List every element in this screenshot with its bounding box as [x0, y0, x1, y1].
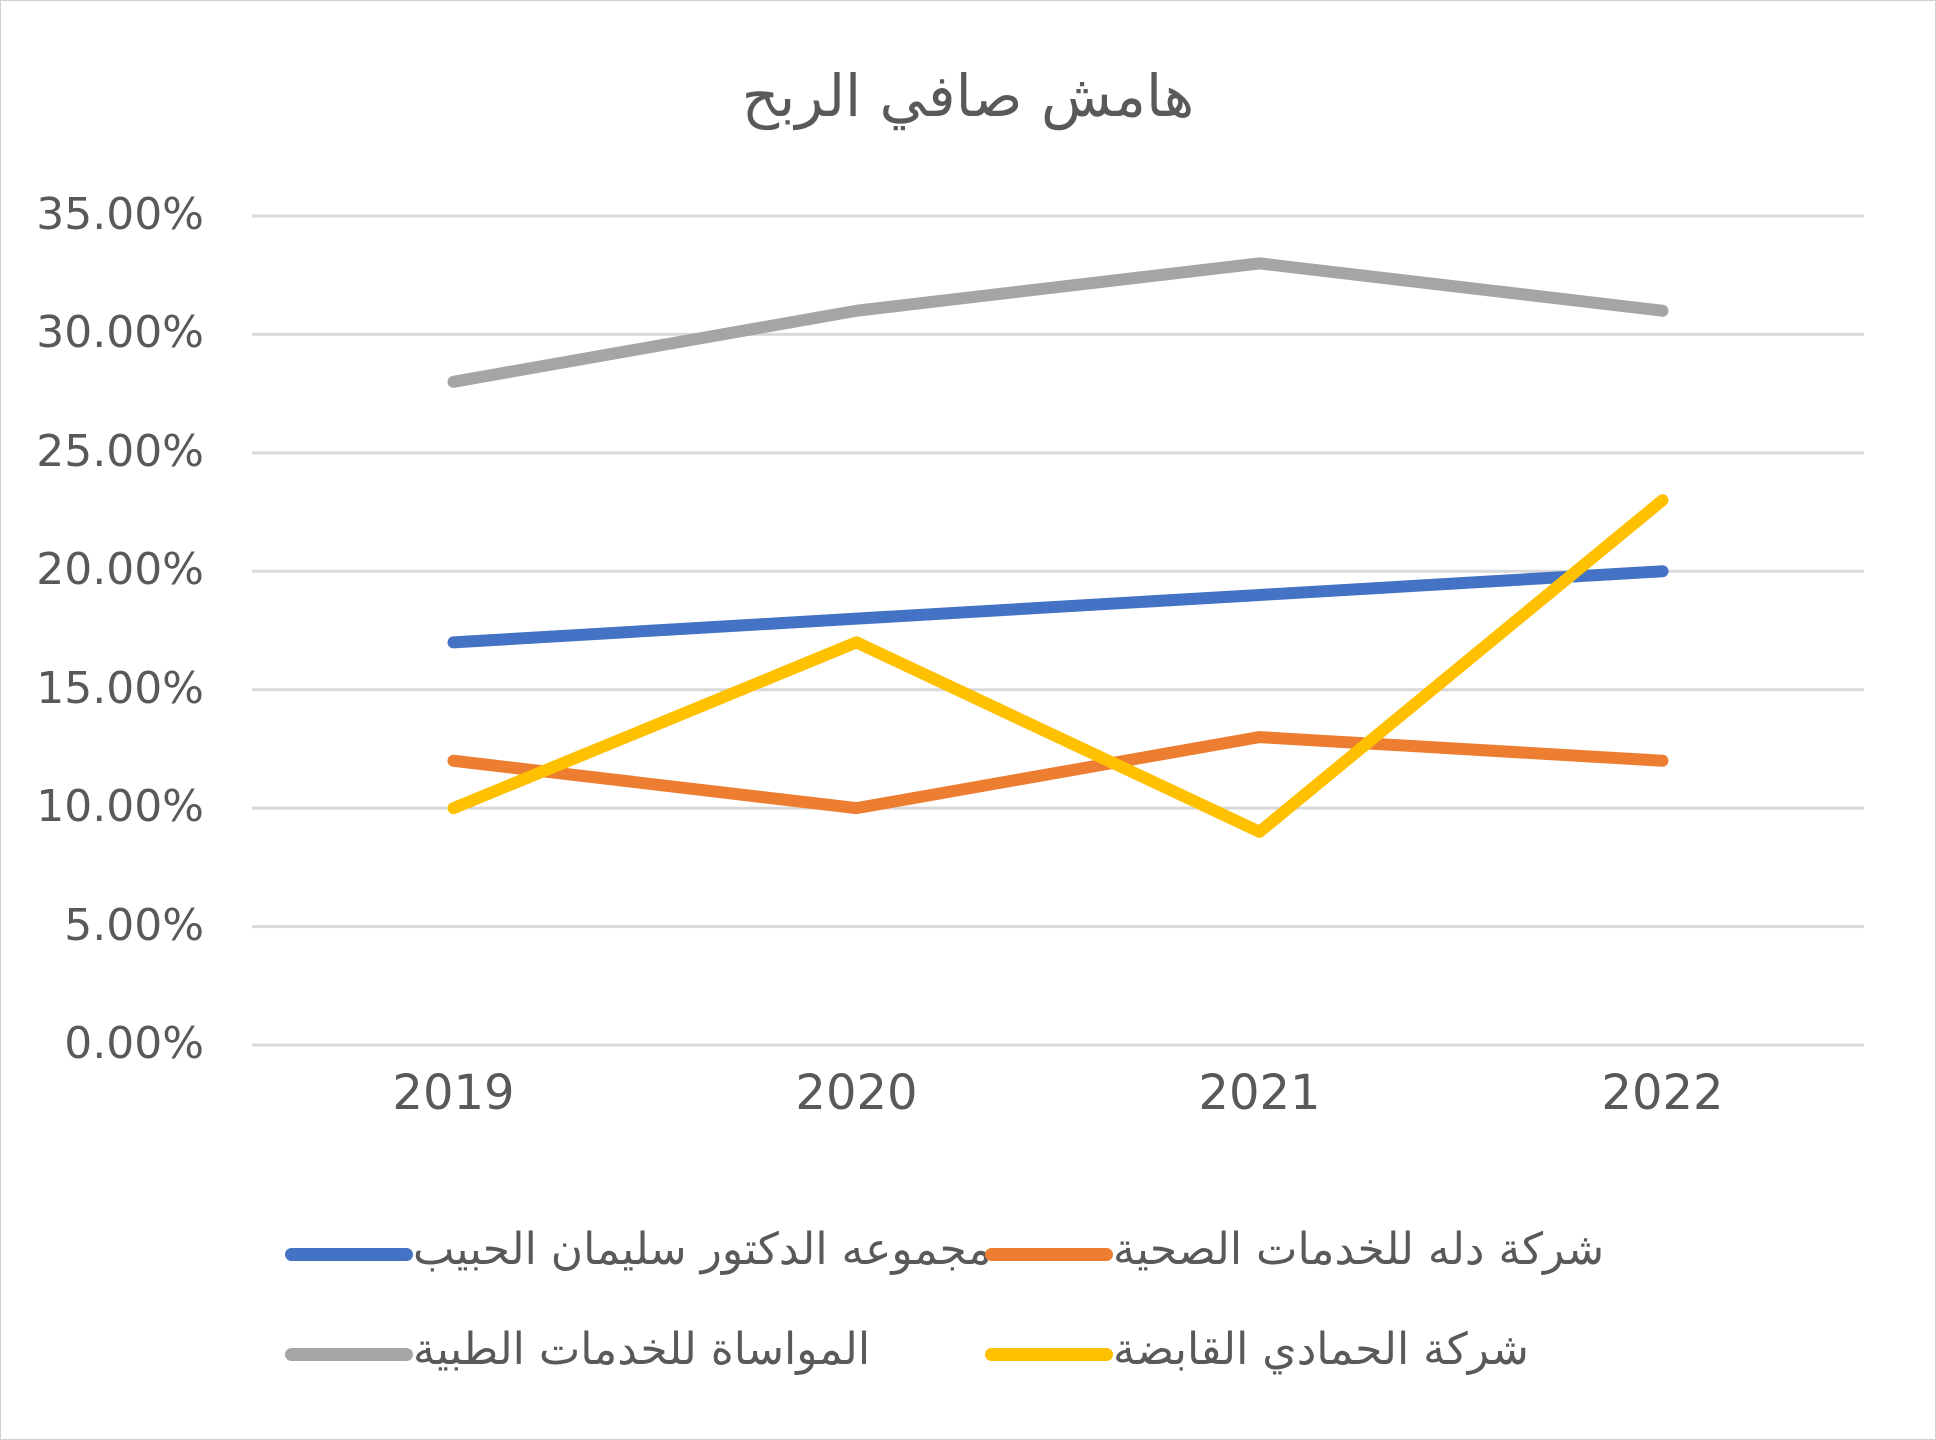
legend-swatch: [285, 1348, 413, 1361]
y-tick-label: 5.00%: [64, 899, 204, 951]
x-tick-label: 2022: [1601, 1065, 1724, 1121]
legend-label: شركة الحمادي القابضة: [1113, 1324, 1529, 1375]
legend-label: المواساة للخدمات الطبية: [413, 1324, 871, 1375]
chart-title: هامش صافي الربح: [741, 62, 1195, 130]
series-line-1: [447, 565, 1669, 649]
legend-swatch: [985, 1348, 1113, 1361]
series-line-2: [447, 731, 1669, 815]
y-tick-label: 10.00%: [36, 781, 204, 833]
y-tick-label: 35.00%: [36, 189, 204, 240]
legend-swatch: [985, 1248, 1113, 1261]
y-tick-label: 15.00%: [36, 662, 204, 714]
legend-label: شركة دله للخدمات الصحية: [1113, 1224, 1605, 1275]
y-tick-label: 25.00%: [36, 425, 204, 477]
y-tick-label: 20.00%: [36, 544, 204, 596]
x-tick-label: 2019: [392, 1065, 515, 1121]
x-tick-label: 2021: [1198, 1065, 1321, 1121]
y-tick-label: 30.00%: [36, 307, 204, 359]
series-line-3: [447, 257, 1669, 388]
legend-swatch: [285, 1248, 413, 1261]
x-tick-label: 2020: [795, 1065, 918, 1121]
y-tick-label: 0.00%: [64, 1018, 204, 1069]
legend-label: مجموعه الدكتور سليمان الحبيب: [413, 1224, 992, 1275]
series-line-4: [447, 494, 1669, 838]
